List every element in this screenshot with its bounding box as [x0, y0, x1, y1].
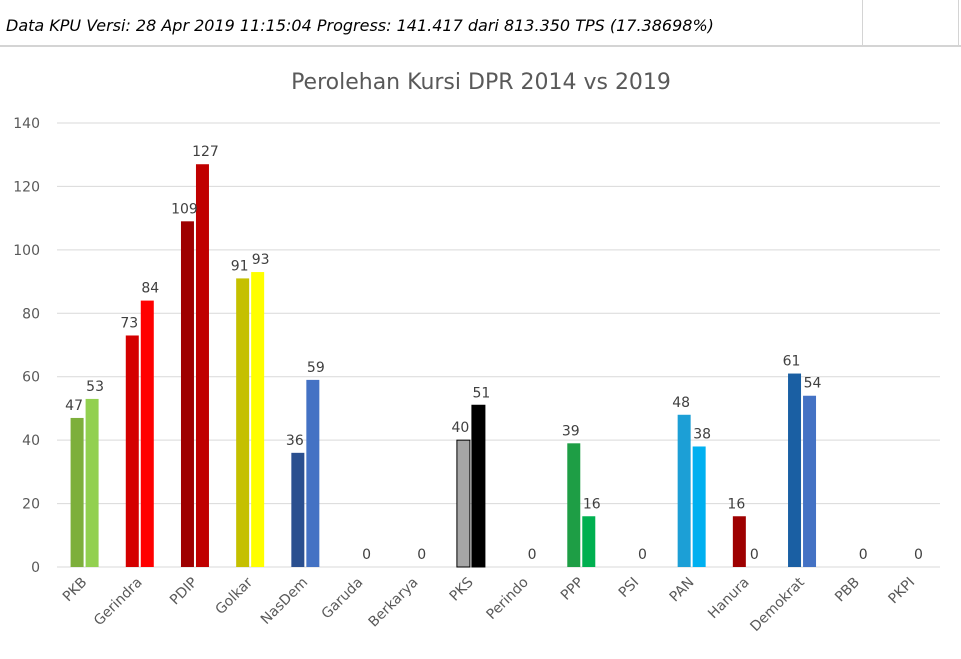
data-label: 48: [672, 395, 690, 411]
bar-2014-golkar: [236, 278, 250, 567]
data-label: 51: [472, 385, 490, 401]
data-label: 16: [583, 496, 601, 512]
data-label: 127: [192, 144, 219, 160]
y-tick-label: 0: [31, 560, 40, 576]
cell-divider: [862, 0, 863, 47]
bar-2014-ppp: [567, 443, 581, 567]
bar-chart: Perolehan Kursi DPR 2014 vs 2019 0 20 40 60…: [13, 70, 940, 635]
data-labels: 4753738410912791933659000040510039160048…: [65, 144, 923, 563]
x-tick-label: PDIP: [167, 575, 201, 609]
x-tick-label: PKPI: [886, 575, 919, 608]
bar-2014-demokrat: [788, 373, 802, 567]
chart-title: Perolehan Kursi DPR 2014 vs 2019: [291, 70, 671, 95]
x-tick-label: Perindo: [483, 575, 531, 623]
x-tick-label: PKB: [60, 575, 91, 606]
bar-2019-pks: [471, 404, 486, 568]
y-tick-label: 80: [22, 306, 40, 322]
data-label: 40: [451, 420, 469, 436]
x-tick-label: NasDem: [258, 575, 311, 628]
bar-2019-golkar: [251, 272, 265, 567]
data-label: 0: [362, 547, 371, 563]
bar-2014-gerindra: [125, 335, 139, 567]
data-label: 38: [693, 426, 711, 442]
data-label: 39: [562, 423, 580, 439]
data-label: 0: [417, 547, 426, 563]
data-label: 0: [528, 547, 537, 563]
data-label: 36: [286, 433, 304, 449]
data-label: 93: [252, 252, 270, 268]
data-label: 61: [783, 354, 801, 370]
data-label: 59: [307, 360, 325, 376]
x-tick-label: PKS: [447, 574, 477, 604]
bar-2014-pks: [456, 439, 471, 568]
x-tick-label: Berkarya: [366, 575, 422, 631]
data-label: 0: [750, 547, 759, 563]
bars: [70, 164, 817, 568]
x-tick-label: PBB: [832, 575, 863, 606]
x-tick-label: Gerindra: [91, 575, 146, 630]
y-tick-label: 20: [22, 497, 40, 513]
y-axis-labels: 0 20 40 60 80 100 120 140: [13, 116, 40, 576]
data-label: 0: [859, 547, 868, 563]
x-tick-label: Hanura: [705, 575, 753, 623]
y-tick-label: 120: [13, 179, 40, 195]
x-tick-label: PPP: [558, 575, 587, 604]
data-label: 53: [86, 379, 104, 395]
bar-2019-ppp: [582, 516, 596, 567]
bar-2019-pan: [692, 446, 706, 567]
bar-2019-demokrat: [803, 395, 817, 567]
data-label: 91: [231, 258, 249, 274]
y-tick-label: 40: [22, 433, 40, 449]
x-tick-label: Golkar: [212, 574, 256, 618]
status-text: Data KPU Versi: 28 Apr 2019 11:15:04 Pro…: [6, 16, 714, 35]
y-tick-label: 100: [13, 243, 40, 259]
data-label: 0: [914, 547, 923, 563]
bar-2019-gerindra: [140, 300, 154, 567]
data-label: 84: [141, 281, 159, 297]
data-label: 0: [638, 547, 647, 563]
data-label: 73: [120, 315, 138, 331]
x-tick-label: PAN: [667, 575, 698, 606]
data-label: 109: [171, 201, 198, 217]
bar-2019-pkb: [85, 398, 99, 567]
bar-2014-pdip: [180, 221, 194, 568]
x-axis-labels: PKB Gerindra PDIP Golkar NasDem Garuda Berkary…: [60, 574, 918, 635]
x-tick-label: PSI: [616, 575, 642, 601]
x-tick-label: Garuda: [319, 575, 367, 623]
x-tick-label: Demokrat: [747, 574, 808, 635]
bar-2014-pkb: [70, 417, 84, 567]
bar-2019-pdip: [195, 164, 209, 567]
bar-2014-pan: [677, 414, 691, 567]
data-label: 47: [65, 398, 83, 414]
cell-divider: [958, 0, 959, 47]
bar-2014-hanura: [732, 516, 746, 567]
bar-2014-nasdem: [291, 452, 305, 567]
data-label: 54: [804, 376, 822, 392]
y-tick-label: 60: [22, 370, 40, 386]
bar-2019-nasdem: [306, 379, 320, 567]
y-tick-label: 140: [13, 116, 40, 132]
data-label: 16: [727, 496, 745, 512]
formula-bar: Data KPU Versi: 28 Apr 2019 11:15:04 Pro…: [0, 0, 961, 47]
